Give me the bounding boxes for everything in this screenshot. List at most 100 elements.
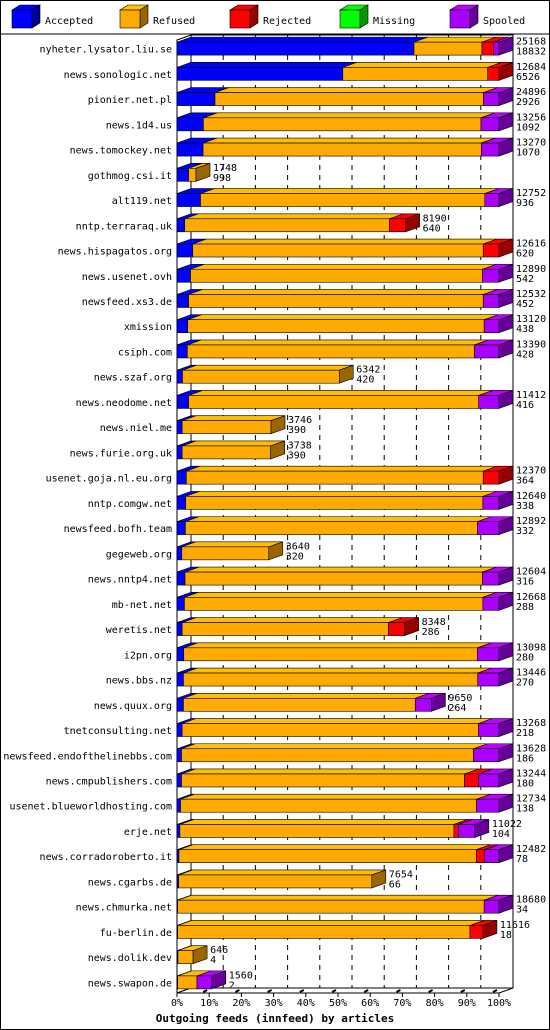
row-label-news-cgarbs-de: news.cgarbs.de [88,877,172,888]
tick-label-40: 40% [297,998,315,1009]
tick-label-90: 90% [458,998,476,1009]
bar-news-quux-org-refused [183,697,416,712]
value-label-nntp-comgw-net-1: 12640 [516,491,546,502]
value-label-newsfeed-bofh-team-2: 332 [516,526,534,537]
value-label-news-usenet-ovh-2: 542 [516,274,534,285]
bar-news-corradoroberto-it-spooled [484,849,500,863]
bar-alt119-net-refused [200,193,486,207]
tick-label-30: 30% [265,998,283,1009]
x-axis-label: Outgoing feeds (innfeed) by articles [156,1012,394,1025]
bar-nntp-terraraq-uk-accepted [176,218,186,233]
value-label-erje-net-1: 11022 [492,819,522,830]
value-label-erje-net-2: 104 [492,829,510,840]
bar-news-1d4-us-refused [203,117,482,132]
value-label-gothmog-csi-it-2: 998 [213,173,231,184]
bar-csiph-com-side [498,339,514,359]
bar-news-nntp4-net-refused-top [184,566,497,573]
bar-alt119-net-accepted [176,193,201,207]
bar-erje-net-refused [179,824,455,838]
bar-news-hispagatos-org-refused [192,243,484,258]
bar-news-niel-me-refused-top [182,415,286,421]
bar-news-szaf-org-side [338,364,354,384]
value-label-tnetconsulting-net-1: 13268 [516,718,546,729]
bar-usenet-blueworldhosting-com-accepted [176,798,181,813]
bar-csiph-com-spooled [474,344,500,359]
bar-usenet-blueworldhosting-com-spooled [476,798,500,813]
bar-news-nntp4-net-side [498,566,514,586]
bar-news-niel-me-accepted [176,420,183,434]
row-label-news-nntp4-net: news.nntp4.net [88,575,172,586]
bar-nntp-terraraq-uk-side [405,213,420,233]
bar-news-swapon-de-spooled [196,975,213,990]
bar-weretis-net-refused-top [182,617,403,623]
row-label-news-corradoroberto-it: news.corradoroberto.it [40,852,172,863]
bar-news-quux-org-accepted [176,697,184,712]
tick-mark-70 [395,989,401,993]
bar-usenet-blueworldhosting-com-side [498,793,514,813]
value-label-pionier-net-pl-2: 2926 [516,97,540,108]
bar-news-furie-org-uk-side [270,440,286,460]
value-label-gothmog-csi-it-1: 1748 [213,163,237,174]
bar-tnetconsulting-net-refused [181,723,479,737]
bar-newsfeed-endofthelinebbs-com-refused [181,748,474,763]
value-label-csiph-com-2: 428 [516,349,534,360]
value-label-news-dolik-dev-2: 4 [210,955,216,966]
tick-mark-10 [202,989,208,993]
bar-i2pn-org-side [498,642,514,662]
value-label-gegeweb-org-2: 320 [286,551,304,562]
bar-usenet-goja-nl-eu-org-rejected [482,470,500,485]
value-label-newsfeed-bofh-team-1: 12892 [516,516,546,527]
value-label-news-furie-org-uk-1: 3738 [288,440,312,451]
bar-news-swapon-de-side [211,970,227,990]
value-label-nyheter-lysator-liu-se-2: 18832 [516,47,546,58]
value-label-nntp-terraraq-uk-2: 640 [423,223,441,234]
bar-pionier-net-pl-refused [214,92,484,106]
bar-news-cmpublishers-com-refused-top [181,768,479,775]
value-label-weretis-net-1: 8348 [422,617,446,628]
value-label-i2pn-org-1: 13098 [516,642,546,653]
x-axis: 0% 10% 20% 30% 40% 50% 60% 70% 80% 90% 100% [171,989,511,1009]
bar-newsfeed-xs3-de-refused-top [188,289,498,295]
bar-news-corradoroberto-it-rejected [476,849,485,863]
row-label-news-sonologic-net: news.sonologic.net [64,70,172,81]
bar-csiph-com-refused-top [187,339,489,346]
tick-label-50: 50% [329,998,347,1009]
value-label-news-usenet-ovh-1: 12890 [516,264,546,275]
value-label-tnetconsulting-net-2: 218 [516,728,534,739]
bar-news-dolik-dev-side [192,945,208,965]
value-label-news-cmpublishers-com-1: 13244 [516,768,546,779]
value-label-news-swapon-de-2: 2 [229,980,235,991]
row-label-gegeweb-org: gegeweb.org [106,549,172,560]
bar-gegeweb-org-refused [181,546,270,561]
legend-label-missing: Missing [373,16,415,27]
bar-usenet-goja-nl-eu-org-refused-top [186,465,498,472]
value-label-news-chmurka-net-1: 18680 [516,895,546,906]
value-label-usenet-blueworldhosting-com-1: 12734 [516,794,546,805]
row-label-newsfeed-endofthelinebbs-com: newsfeed.endofthelinebbs.com [3,751,172,762]
value-label-usenet-blueworldhosting-com-2: 138 [516,804,534,815]
tick-mark-80 [428,989,434,993]
value-label-news-cgarbs-de-1: 7654 [389,869,413,880]
bar-usenet-goja-nl-eu-org-accepted [176,470,187,485]
tick-mark-20 [234,989,240,993]
bar-news-tomockey-net-refused [202,142,482,157]
bar-xmission-refused [187,319,485,334]
bar-news-niel-me-side [270,415,286,435]
row-label-newsfeed-xs3-de: newsfeed.xs3.de [82,297,172,308]
legend-swatch-missing [339,9,361,29]
bar-xmission-refused-top [187,314,499,321]
row-label-news-swapon-de: news.swapon.de [88,978,172,989]
bar-erje-net-refused-top [179,819,469,825]
bar-newsfeed-endofthelinebbs-com-refused-top [181,743,488,750]
bar-weretis-net-side [404,617,419,636]
bar-mb-net-net-refused [184,597,484,611]
value-label-news-1d4-us-2: 1092 [516,122,540,133]
row-label-news-hispagatos-org: news.hispagatos.org [58,247,172,258]
bar-mb-net-net-refused-top [184,592,498,598]
value-label-news-cgarbs-de-2: 66 [389,879,401,890]
bar-mb-net-net-side [498,591,514,611]
bar-news-neodome-net-refused [188,395,480,409]
bar-news-nntp4-net-refused [184,571,483,586]
value-label-news-corradoroberto-it-1: 12482 [516,844,546,855]
row-label-news-cmpublishers-com: news.cmpublishers.com [46,776,172,787]
